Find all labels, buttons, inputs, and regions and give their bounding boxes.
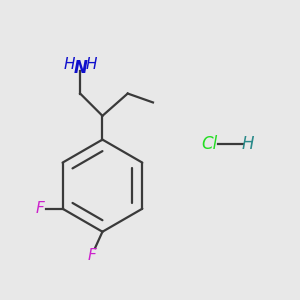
Text: H: H <box>242 135 254 153</box>
Text: N: N <box>73 59 87 77</box>
Text: F: F <box>35 201 44 216</box>
Text: Cl: Cl <box>201 135 218 153</box>
Text: H: H <box>86 57 97 72</box>
Text: H: H <box>63 57 75 72</box>
Text: F: F <box>88 248 96 263</box>
